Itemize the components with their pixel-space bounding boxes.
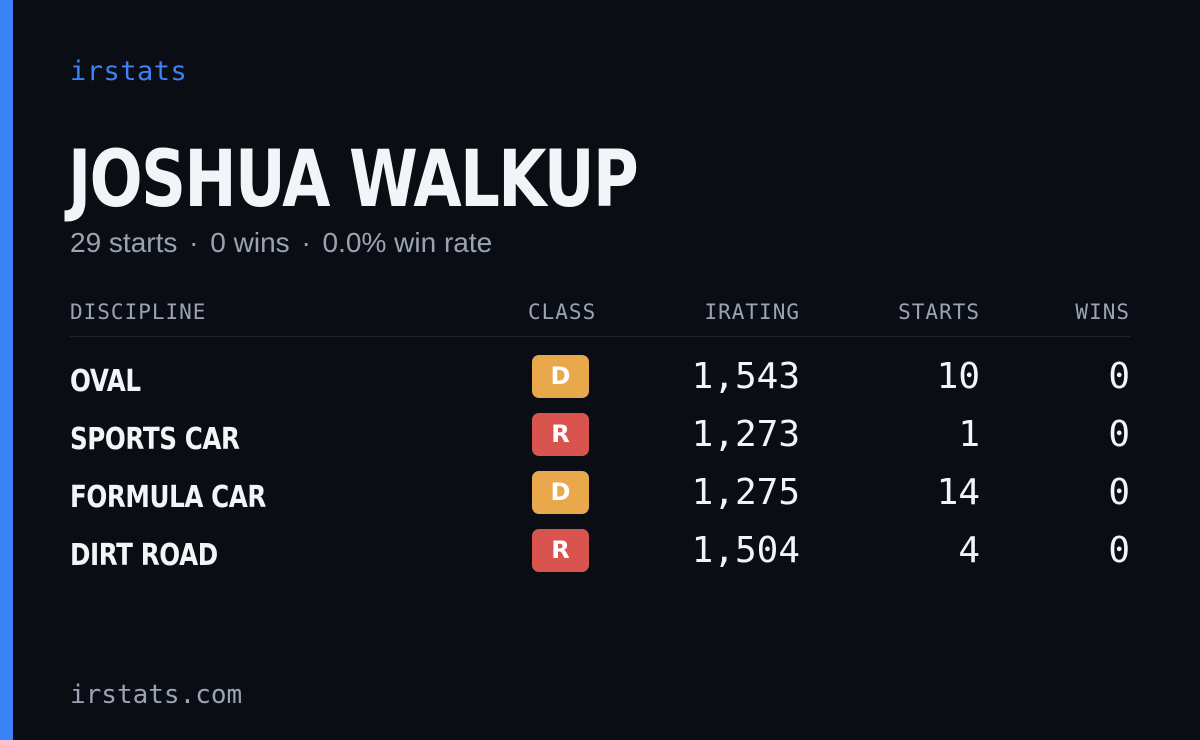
discipline-name: SPORTS CAR (70, 422, 240, 457)
starts-value: 1 (958, 414, 980, 455)
win-rate-summary: 0.0% win rate (322, 227, 493, 258)
table-row: OVAL D 1,543 10 0 (70, 353, 1130, 411)
discipline-name: DIRT ROAD (70, 538, 218, 573)
wins-value: 0 (1108, 472, 1130, 513)
header-discipline: DISCIPLINE (70, 300, 207, 324)
discipline-name: FORMULA CAR (70, 480, 266, 515)
irating-value: 1,504 (691, 530, 800, 571)
starts-value: 14 (936, 472, 980, 513)
class-badge: R (532, 529, 589, 572)
header-class: CLASS (528, 300, 597, 324)
table-row: SPORTS CAR R 1,273 1 0 (70, 411, 1130, 469)
license-table: DISCIPLINE CLASS IRATING STARTS WINS OVA… (70, 296, 1130, 585)
header-irating: IRATING (704, 300, 800, 324)
driver-summary: 29 starts · 0 wins · 0.0% win rate (70, 227, 492, 259)
header-wins: WINS (1075, 300, 1130, 324)
table-row: FORMULA CAR D 1,275 14 0 (70, 469, 1130, 527)
class-badge: D (532, 355, 589, 398)
discipline-name: OVAL (70, 364, 141, 399)
driver-name: JOSHUA WALKUP (68, 135, 639, 225)
table-body: OVAL D 1,543 10 0 SPORTS CAR R 1,273 1 0… (70, 337, 1130, 585)
class-badge: R (532, 413, 589, 456)
starts-value: 4 (958, 530, 980, 571)
irating-value: 1,275 (691, 472, 800, 513)
summary-separator: · (301, 227, 311, 258)
header-starts: STARTS (898, 300, 980, 324)
starts-summary: 29 starts (70, 227, 178, 258)
footer-url: irstats.com (70, 680, 243, 710)
starts-value: 10 (936, 356, 980, 397)
table-header: DISCIPLINE CLASS IRATING STARTS WINS (70, 296, 1130, 337)
irating-value: 1,273 (691, 414, 800, 455)
wins-value: 0 (1108, 414, 1130, 455)
accent-bar (0, 0, 13, 740)
wins-value: 0 (1108, 356, 1130, 397)
brand-logo: irstats (70, 56, 188, 87)
summary-separator: · (189, 227, 199, 258)
wins-summary: 0 wins (210, 227, 290, 258)
table-row: DIRT ROAD R 1,504 4 0 (70, 527, 1130, 585)
irating-value: 1,543 (691, 356, 800, 397)
wins-value: 0 (1108, 530, 1130, 571)
class-badge: D (532, 471, 589, 514)
